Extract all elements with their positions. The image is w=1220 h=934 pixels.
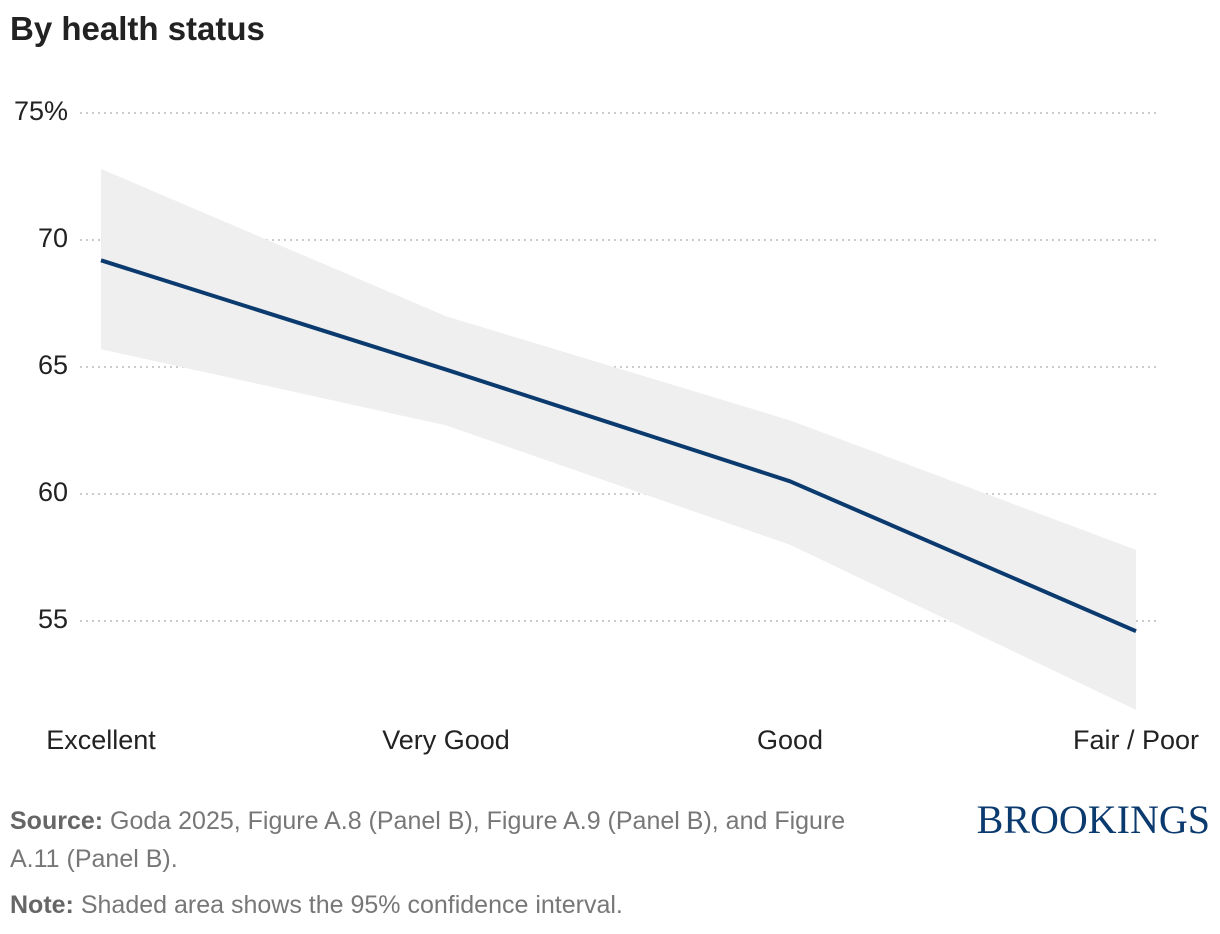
note-label: Note: — [10, 891, 74, 919]
source-label: Source: — [10, 807, 104, 835]
y-tick-label: 55 — [38, 604, 68, 634]
y-tick-label: 75% — [14, 96, 68, 126]
y-tick-label: 60 — [38, 477, 68, 507]
source-text: Goda 2025, Figure A.8 (Panel B), Figure … — [10, 807, 846, 873]
source: Source: Goda 2025, Figure A.8 (Panel B),… — [10, 802, 860, 878]
y-tick-label: 65 — [38, 350, 68, 380]
logo: BROOKINGS — [976, 797, 1210, 842]
x-tick-label: Fair / Poor — [1073, 725, 1199, 755]
y-tick-label: 70 — [38, 223, 68, 253]
confidence-band — [101, 168, 1136, 710]
chart: 55 60 65 70 75% Excellent Very Good Good Fair / … — [14, 96, 1199, 755]
line — [100, 258, 1137, 633]
x-tick-label: Excellent — [46, 725, 156, 755]
x-tick-label: Good — [757, 725, 823, 755]
note-text: Shaded area shows the 95% confidence int… — [80, 891, 623, 919]
x-tick-label: Very Good — [382, 725, 510, 755]
note: Note: Shaded area shows the 95% confiden… — [10, 886, 623, 924]
chart-title: By health status — [10, 10, 265, 47]
